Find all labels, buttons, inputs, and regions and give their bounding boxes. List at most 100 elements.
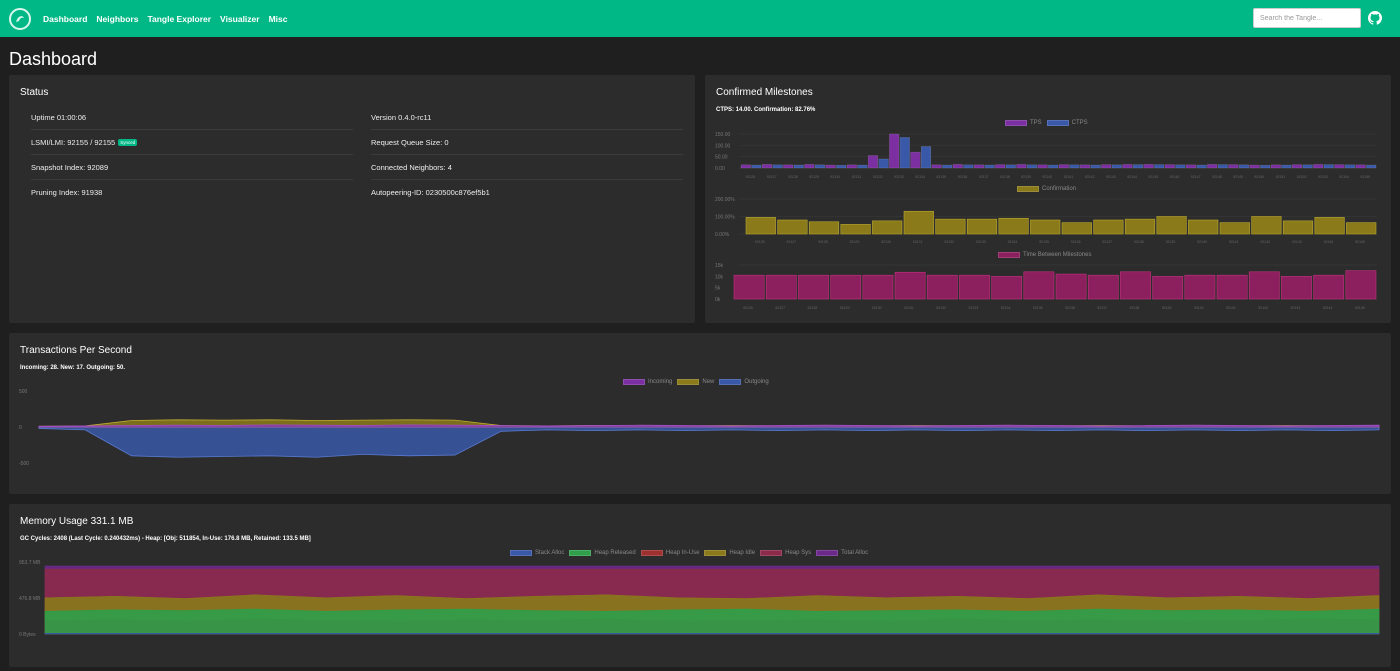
queue-text: Request Queue Size: 0 [371, 137, 449, 147]
tps-ctps-bar [1090, 164, 1101, 169]
time-between-bar [926, 274, 958, 300]
legend-incoming[interactable]: Incoming [623, 379, 672, 385]
nav-tangle-explorer[interactable]: Tangle Explorer [147, 13, 212, 24]
lsmi-text: LSMI/LMI: 92155 / 92155 [31, 137, 116, 147]
tps-ctps-bar [942, 164, 953, 169]
tps-ctps-bar [1334, 164, 1345, 169]
legend-heap-inuse[interactable]: Heap In-Use [640, 550, 699, 556]
confirmation-bar [935, 218, 966, 235]
confirmation-bar [745, 217, 776, 235]
time-between-x-tick: 92132 [936, 306, 946, 310]
time-between-y-tick: 15k [715, 263, 724, 269]
legend-total-label: Total Alloc [841, 550, 869, 556]
tps-ctps-x-tick: 92136 [958, 175, 968, 179]
github-icon[interactable] [1368, 11, 1383, 25]
confirmation-bar [1282, 220, 1314, 235]
tps-ctps-bar [963, 164, 974, 169]
tps-ctps-bar [1249, 164, 1260, 169]
confirmation-x-tick: 92130 [881, 240, 891, 244]
confirmation-bar [998, 217, 1029, 235]
tps-ctps-bar [1196, 164, 1207, 169]
legend-time-between[interactable]: Time Between Milestones [998, 252, 1091, 258]
pruning-row: Pruning Index: 91938 [31, 180, 353, 205]
tps-ctps-bar [973, 164, 985, 169]
confirmation-x-tick: 92141 [1229, 240, 1239, 244]
logo-icon[interactable] [9, 7, 31, 30]
pruning-text: Pruning Index: 91938 [31, 188, 103, 197]
legend-new[interactable]: New [677, 379, 714, 385]
milestones-title: Confirmed Milestones [716, 87, 813, 98]
neighbors-text: Connected Neighbors: 4 [371, 162, 452, 172]
tps-ctps-x-tick: 92135 [936, 175, 946, 179]
memory-y-tick: 953.7 MB [19, 560, 41, 566]
confirmation-bar [1188, 219, 1219, 235]
legend-total-alloc[interactable]: Total Alloc [816, 550, 868, 556]
time-between-x-tick: 92128 [808, 306, 818, 310]
tps-ctps-bar [1143, 164, 1154, 169]
legend-heap-released[interactable]: Heap Released [569, 550, 636, 556]
tps-ctps-bar [1122, 164, 1133, 169]
confirmation-bar [1061, 222, 1092, 235]
time-between-bar [1087, 274, 1119, 300]
legend-ctps[interactable]: CTPS [1046, 120, 1088, 126]
tps-ctps-bar [1111, 164, 1122, 169]
milestones-card: Confirmed Milestones CTPS: 14.00. Confir… [705, 75, 1391, 323]
search-input[interactable] [1253, 8, 1361, 28]
time-between-bar [1184, 274, 1216, 300]
legend-heap-sys[interactable]: Heap Sys [760, 550, 811, 556]
navbar: Dashboard Neighbors Tangle Explorer Visu… [0, 0, 1400, 37]
legend-heap-idle[interactable]: Heap Idle [704, 550, 755, 556]
confirmation-x-tick: 92134 [1008, 240, 1018, 244]
snapshot-row: Snapshot Index: 92089 [31, 155, 353, 180]
tps-ctps-bar [1313, 164, 1324, 169]
tps-ctps-bar [857, 164, 868, 169]
time-between-bar [1313, 274, 1345, 300]
nav-dashboard[interactable]: Dashboard [43, 13, 88, 24]
tps-ctps-bar [1281, 164, 1292, 169]
time-between-bar [1281, 276, 1312, 300]
legend-outgoing-label: Outgoing [744, 379, 769, 385]
tps-y-tick: 0 [19, 425, 22, 431]
confirmation-x-tick: 92133 [976, 240, 986, 244]
confirmation-x-tick: 92127 [786, 240, 796, 244]
time-between-bar [733, 274, 765, 300]
tps-ctps-bar [1228, 164, 1239, 169]
version-text: Version 0.4.0-rc11 [371, 112, 432, 122]
confirmation-bar [1251, 216, 1282, 235]
legend-confirmation[interactable]: Confirmation [1017, 186, 1076, 192]
tps-ctps-bar [1069, 164, 1080, 169]
legend-time-swatch [998, 252, 1020, 258]
confirmation-x-tick: 92142 [1260, 240, 1270, 244]
memory-card: Memory Usage 331.1 MB GC Cycles: 2408 (L… [9, 504, 1391, 667]
confirmation-bar [1314, 217, 1345, 235]
tps-ctps-x-tick: 92127 [767, 175, 777, 179]
tps-ctps-bar [1005, 164, 1016, 169]
nav-neighbors[interactable]: Neighbors [96, 13, 139, 24]
confirmation-x-tick: 92126 [755, 240, 765, 244]
nav-visualizer[interactable]: Visualizer [220, 13, 260, 24]
legend-stack-alloc[interactable]: Stack Alloc [510, 550, 564, 556]
tps-ctps-x-tick: 92134 [915, 175, 925, 179]
time-between-x-tick: 92142 [1258, 306, 1268, 310]
confirmation-x-tick: 92139 [1166, 240, 1176, 244]
time-between-x-tick: 92139 [1162, 306, 1172, 310]
legend-outgoing[interactable]: Outgoing [719, 379, 769, 385]
legend-tps[interactable]: TPS [1005, 120, 1042, 126]
confirmation-bar [903, 210, 934, 235]
tps-ctps-x-tick: 92131 [852, 175, 862, 179]
tps-ctps-bar [846, 164, 857, 169]
time-between-x-tick: 92144 [1323, 306, 1333, 310]
confirmation-bar [1093, 219, 1124, 235]
legend-sys-swatch [760, 550, 783, 556]
time-between-x-tick: 92136 [1065, 306, 1075, 310]
tps-ctps-y-tick: 50.00 [715, 155, 728, 161]
tps-ctps-bar-chart: 150.00 100.00 50.00 0.00 92126 92127 92128 9212… [715, 132, 1377, 179]
legend-time-label: Time Between Milestones [1023, 252, 1092, 258]
tps-ctps-bar [761, 164, 773, 169]
tps-ctps-bar [1037, 164, 1048, 169]
status-title: Status [20, 87, 49, 98]
legend-sys-label: Heap Sys [785, 550, 812, 556]
tps-ctps-x-tick: 92143 [1106, 175, 1116, 179]
nav-misc[interactable]: Misc [268, 13, 288, 24]
milestones-subtitle: CTPS: 14.00. Confirmation: 82.76% [716, 107, 816, 113]
